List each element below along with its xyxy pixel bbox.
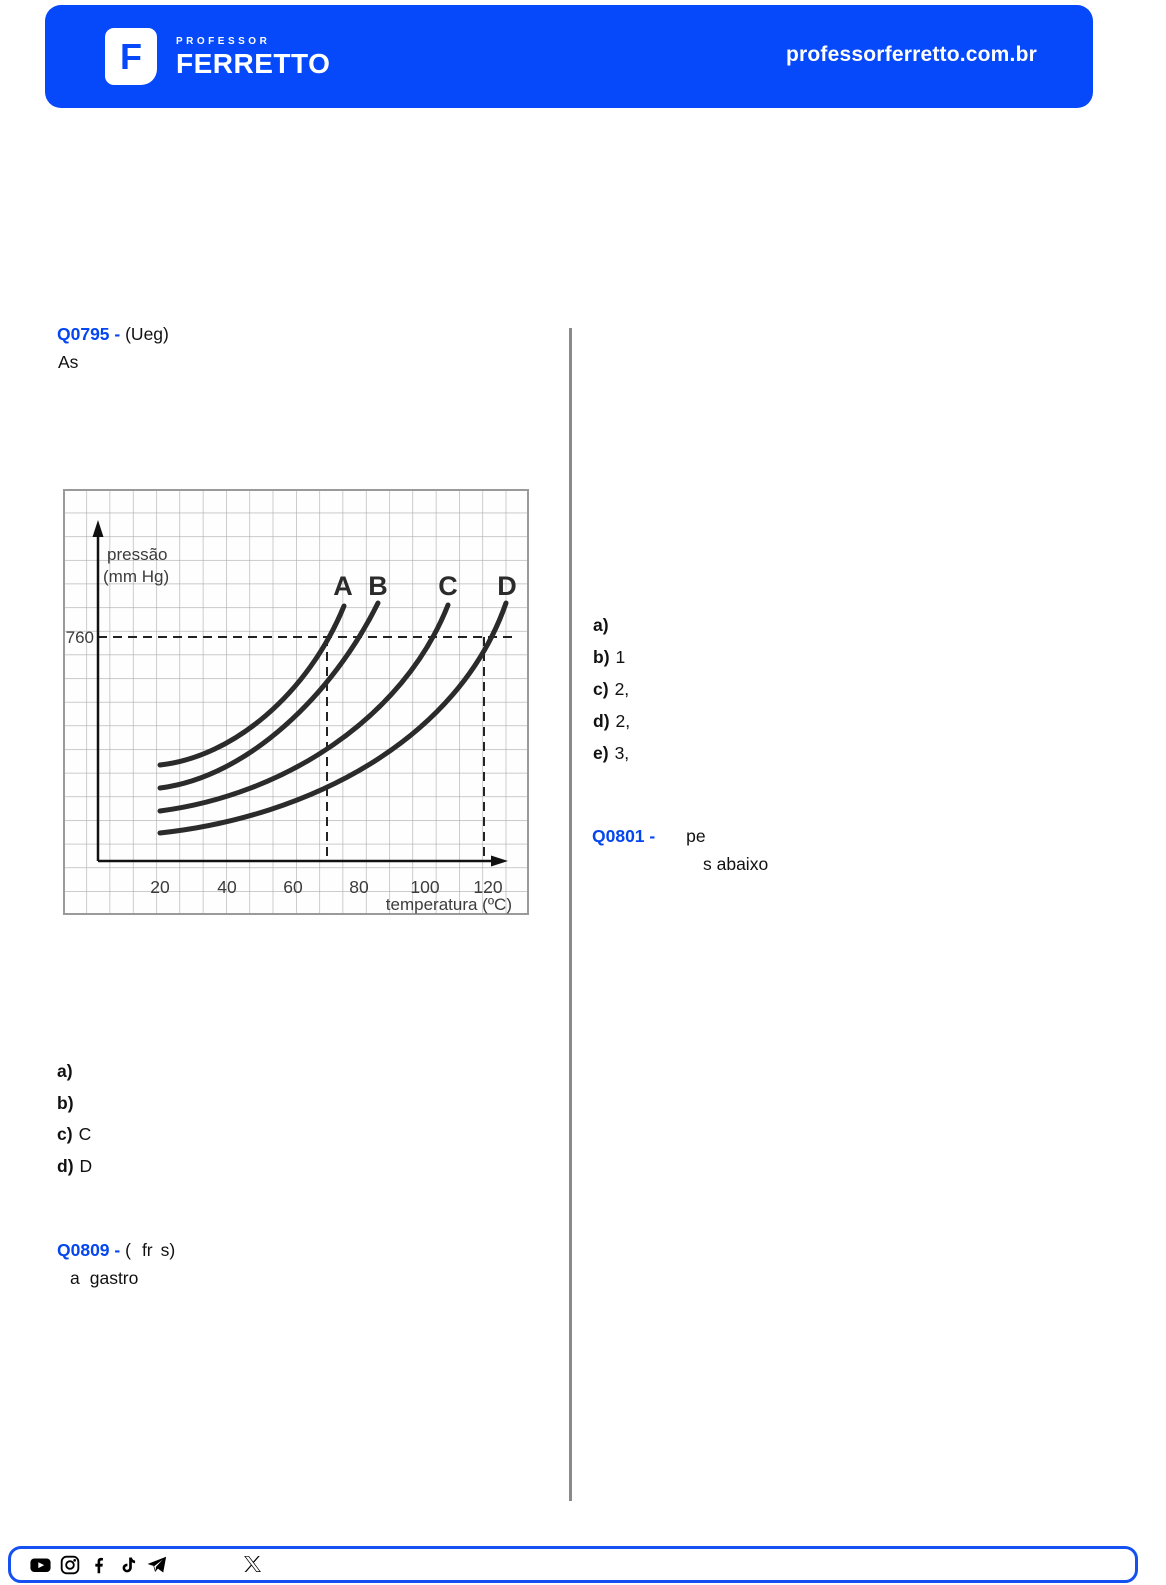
option-e: e) 3, — [593, 743, 630, 763]
curve-C — [157, 602, 451, 814]
youtube-icon[interactable] — [30, 1554, 51, 1575]
question-q0801-body: s abaixo — [703, 854, 769, 874]
series-label-D: D — [497, 571, 517, 601]
header-banner: F PROFESSOR FERRETTO professorferretto.c… — [45, 5, 1093, 108]
telegram-icon[interactable] — [146, 1554, 167, 1575]
question-source: (Ueg) — [125, 324, 169, 344]
text-fragment: fr — [141, 1240, 153, 1260]
question-q0809-header: Q0809 - ( fr s) — [57, 1240, 175, 1261]
question-q0795-header: Q0795 - (Ueg) — [57, 324, 169, 345]
series-label-A: A — [333, 571, 353, 601]
option-a: a) — [57, 1061, 73, 1081]
question-code: Q0809 - — [57, 1240, 121, 1260]
series-label-B: B — [368, 571, 388, 601]
tiktok-icon[interactable] — [117, 1554, 138, 1575]
option-a: a) — [593, 615, 609, 635]
series-label-C: C — [438, 571, 458, 601]
curve-B — [157, 600, 381, 791]
question-q0809-body: a gastro — [70, 1268, 138, 1289]
chart-axes — [96, 535, 494, 863]
vapor-pressure-chart: pressão (mm Hg) 760 A B C D 20 40 60 80 … — [63, 489, 529, 915]
question-code: Q0801 - — [592, 826, 656, 846]
text-fragment: gastro — [89, 1268, 139, 1288]
facebook-icon[interactable] — [88, 1554, 109, 1575]
brand-text: PROFESSOR FERRETTO — [176, 36, 330, 80]
x-tick-60: 60 — [283, 877, 303, 897]
y-tick-760: 760 — [66, 628, 94, 647]
text-fragment: pe — [686, 826, 706, 846]
option-b: b) — [57, 1092, 74, 1113]
q0795-options: a) b) c) C d) D — [57, 1061, 92, 1187]
text-fragment: ( — [125, 1240, 131, 1260]
question-q0795-body: As — [58, 352, 79, 372]
x-tick-20: 20 — [150, 877, 170, 897]
text-fragment: s) — [160, 1240, 176, 1260]
brand-name-label: FERRETTO — [176, 48, 331, 79]
q-right-options: a) b) 1 c) 2, d) 2, e) 3, — [593, 615, 630, 775]
column-divider — [569, 328, 572, 1501]
x-tick-120: 120 — [473, 877, 502, 897]
option-c: c) 2, — [593, 679, 630, 699]
y-axis-label-line1: pressão — [107, 545, 167, 564]
website-url: professorferretto.com.br — [785, 43, 1037, 66]
x-twitter-icon[interactable] — [242, 1553, 263, 1574]
option-c: c) C — [57, 1124, 92, 1144]
x-axis-label: temperatura (ºC) — [386, 895, 512, 914]
x-tick-40: 40 — [217, 877, 237, 897]
curve-D — [157, 600, 509, 836]
option-b: b) 1 — [593, 647, 626, 667]
logo-letter: F — [120, 35, 142, 77]
y-axis-label-line2: (mm Hg) — [103, 567, 169, 586]
question-code: Q0795 - — [57, 324, 121, 344]
footer-social-bar — [8, 1546, 1138, 1583]
question-q0801-header: Q0801 - pe — [592, 826, 706, 847]
option-d: d) D — [57, 1155, 93, 1176]
x-axis-arrow — [491, 855, 508, 867]
y-axis-arrow — [92, 520, 104, 537]
option-d: d) 2, — [593, 711, 631, 731]
curve-A — [157, 603, 347, 768]
x-tick-100: 100 — [410, 877, 439, 897]
vapor-pressure-curves — [157, 600, 509, 836]
instagram-icon[interactable] — [59, 1554, 80, 1575]
ferretto-logo-icon: F — [105, 28, 157, 85]
text-fragment: a — [70, 1268, 80, 1288]
chart-grid — [63, 489, 529, 915]
x-tick-80: 80 — [349, 877, 369, 897]
brand-top-label: PROFESSOR — [176, 36, 271, 47]
social-icons — [30, 1549, 167, 1580]
